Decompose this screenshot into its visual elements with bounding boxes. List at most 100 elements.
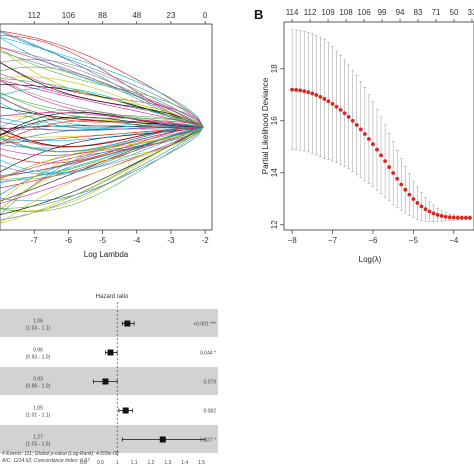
top-tick-label: 23 [167, 11, 176, 20]
deviance-point [459, 215, 464, 220]
coefficient-path [0, 126, 204, 212]
top-tick-label: 48 [132, 11, 141, 20]
deviance-point [407, 192, 412, 197]
panel-b-y-axis-title: Partial Likelihood Deviance [261, 77, 270, 174]
forest-x-tick-label: 1.3 [164, 460, 171, 466]
deviance-point [455, 215, 460, 220]
coefficient-path [0, 109, 204, 128]
top-tick-label: 83 [414, 8, 423, 17]
deviance-point [451, 215, 456, 220]
coefficient-path [0, 126, 204, 173]
x-tick-label: -6 [65, 236, 73, 245]
y-tick-label: 14 [270, 168, 279, 177]
deviance-point [439, 214, 444, 218]
panel-b-x-axis-title: Log(λ) [359, 255, 382, 264]
coefficient-path [0, 126, 204, 153]
deviance-point [294, 87, 299, 92]
coefficient-path [0, 102, 204, 129]
deviance-point [383, 159, 387, 164]
forest-x-tick-label: 1.2 [147, 460, 154, 466]
coefficient-path [0, 120, 204, 144]
deviance-point [427, 209, 432, 214]
forest-hr-label: 1.06 [33, 319, 43, 325]
coefficient-path [0, 36, 204, 128]
coefficient-path [0, 31, 204, 128]
deviance-point [371, 142, 375, 147]
forest-hr-marker [124, 320, 131, 327]
top-tick-label: 112 [28, 11, 41, 20]
forest-ci-label: (1.01 - 1.1) [26, 413, 51, 419]
deviance-point [387, 165, 392, 169]
forest-ci-label: (1.03 - 1.5) [26, 442, 51, 448]
coefficient-path [0, 96, 204, 128]
x-tick-label: -7 [31, 236, 39, 245]
deviance-point [415, 201, 420, 205]
top-tick-label: 109 [321, 8, 335, 17]
deviance-point [362, 132, 367, 136]
deviance-point [314, 93, 319, 97]
deviance-point [423, 207, 428, 212]
deviance-point [318, 94, 323, 99]
deviance-point [322, 97, 327, 101]
panel-b-y-ticks: 12 14 16 18 [270, 64, 284, 229]
y-tick-label: 18 [270, 64, 279, 73]
deviance-point [350, 118, 355, 123]
deviance-point [346, 115, 351, 119]
coefficient-path [0, 112, 204, 136]
coefficient-path [0, 62, 204, 128]
deviance-point [290, 87, 294, 92]
coefficient-path [0, 49, 204, 128]
forest-x-tick-label: 0.8 [80, 460, 87, 466]
y-tick-label: 12 [270, 220, 279, 229]
forest-x-tick-label: 0.9 [97, 460, 104, 466]
coefficient-path [0, 126, 204, 213]
forest-footer-line-1: # Events: 111; Global p-value (Log-Rank)… [2, 451, 119, 457]
forest-p-value: 0.044 * [200, 351, 216, 357]
forest-x-ticks: 0.8 0.9 1 1.1 1.2 1.3 1.4 1.5 [80, 460, 205, 466]
deviance-point [464, 215, 468, 220]
deviance-point [358, 127, 363, 132]
deviance-point [326, 99, 331, 104]
top-tick-label: 106 [357, 8, 371, 17]
panel-c-forest-plot: Hazard ratio 1.06(1.03 - 1.1) <0.001 *** 0… [0, 294, 218, 466]
x-tick-label: -4 [133, 236, 141, 245]
coefficient-path [0, 121, 204, 132]
coefficient-path [0, 59, 204, 128]
coefficient-path [0, 47, 204, 128]
top-tick-label: 106 [62, 11, 76, 20]
top-tick-label: 114 [286, 8, 299, 17]
forest-p-value: 0.082 [203, 409, 216, 415]
coefficient-path [0, 126, 204, 164]
coefficient-path [0, 126, 204, 180]
x-tick-label: −6 [368, 236, 378, 245]
forest-rows: 1.06(1.03 - 1.1) <0.001 *** 0.96(0.93 - 1.… [0, 309, 218, 453]
deviance-point [443, 214, 448, 219]
coefficient-path [0, 126, 204, 181]
forest-row-background [0, 425, 218, 453]
forest-x-tick-label: 1.1 [131, 460, 138, 466]
top-tick-label: 0 [203, 11, 208, 20]
deviance-point [395, 176, 400, 181]
forest-x-tick-label: 1 [116, 460, 119, 466]
forest-x-tick-label: 1.5 [198, 460, 205, 466]
forest-ci-label: (0.88 - 1.0) [26, 384, 51, 390]
x-tick-label: −4 [449, 236, 459, 245]
forest-ci-label: (1.03 - 1.1) [26, 326, 51, 332]
panel-b-error-bars [290, 29, 472, 222]
coefficient-path [0, 51, 204, 128]
panel-b-points [290, 87, 472, 220]
coefficient-path [0, 30, 204, 128]
deviance-point [435, 213, 440, 217]
x-tick-label: −7 [328, 236, 338, 245]
coefficient-path [0, 126, 204, 202]
coefficient-path [0, 126, 204, 177]
coefficient-path [0, 126, 204, 144]
panel-b-frame [283, 21, 474, 231]
coefficient-path [0, 80, 204, 128]
deviance-point [310, 91, 315, 96]
deviance-point [330, 102, 335, 106]
deviance-point [399, 182, 404, 187]
forest-hr-marker [102, 378, 109, 385]
deviance-point [366, 137, 371, 141]
